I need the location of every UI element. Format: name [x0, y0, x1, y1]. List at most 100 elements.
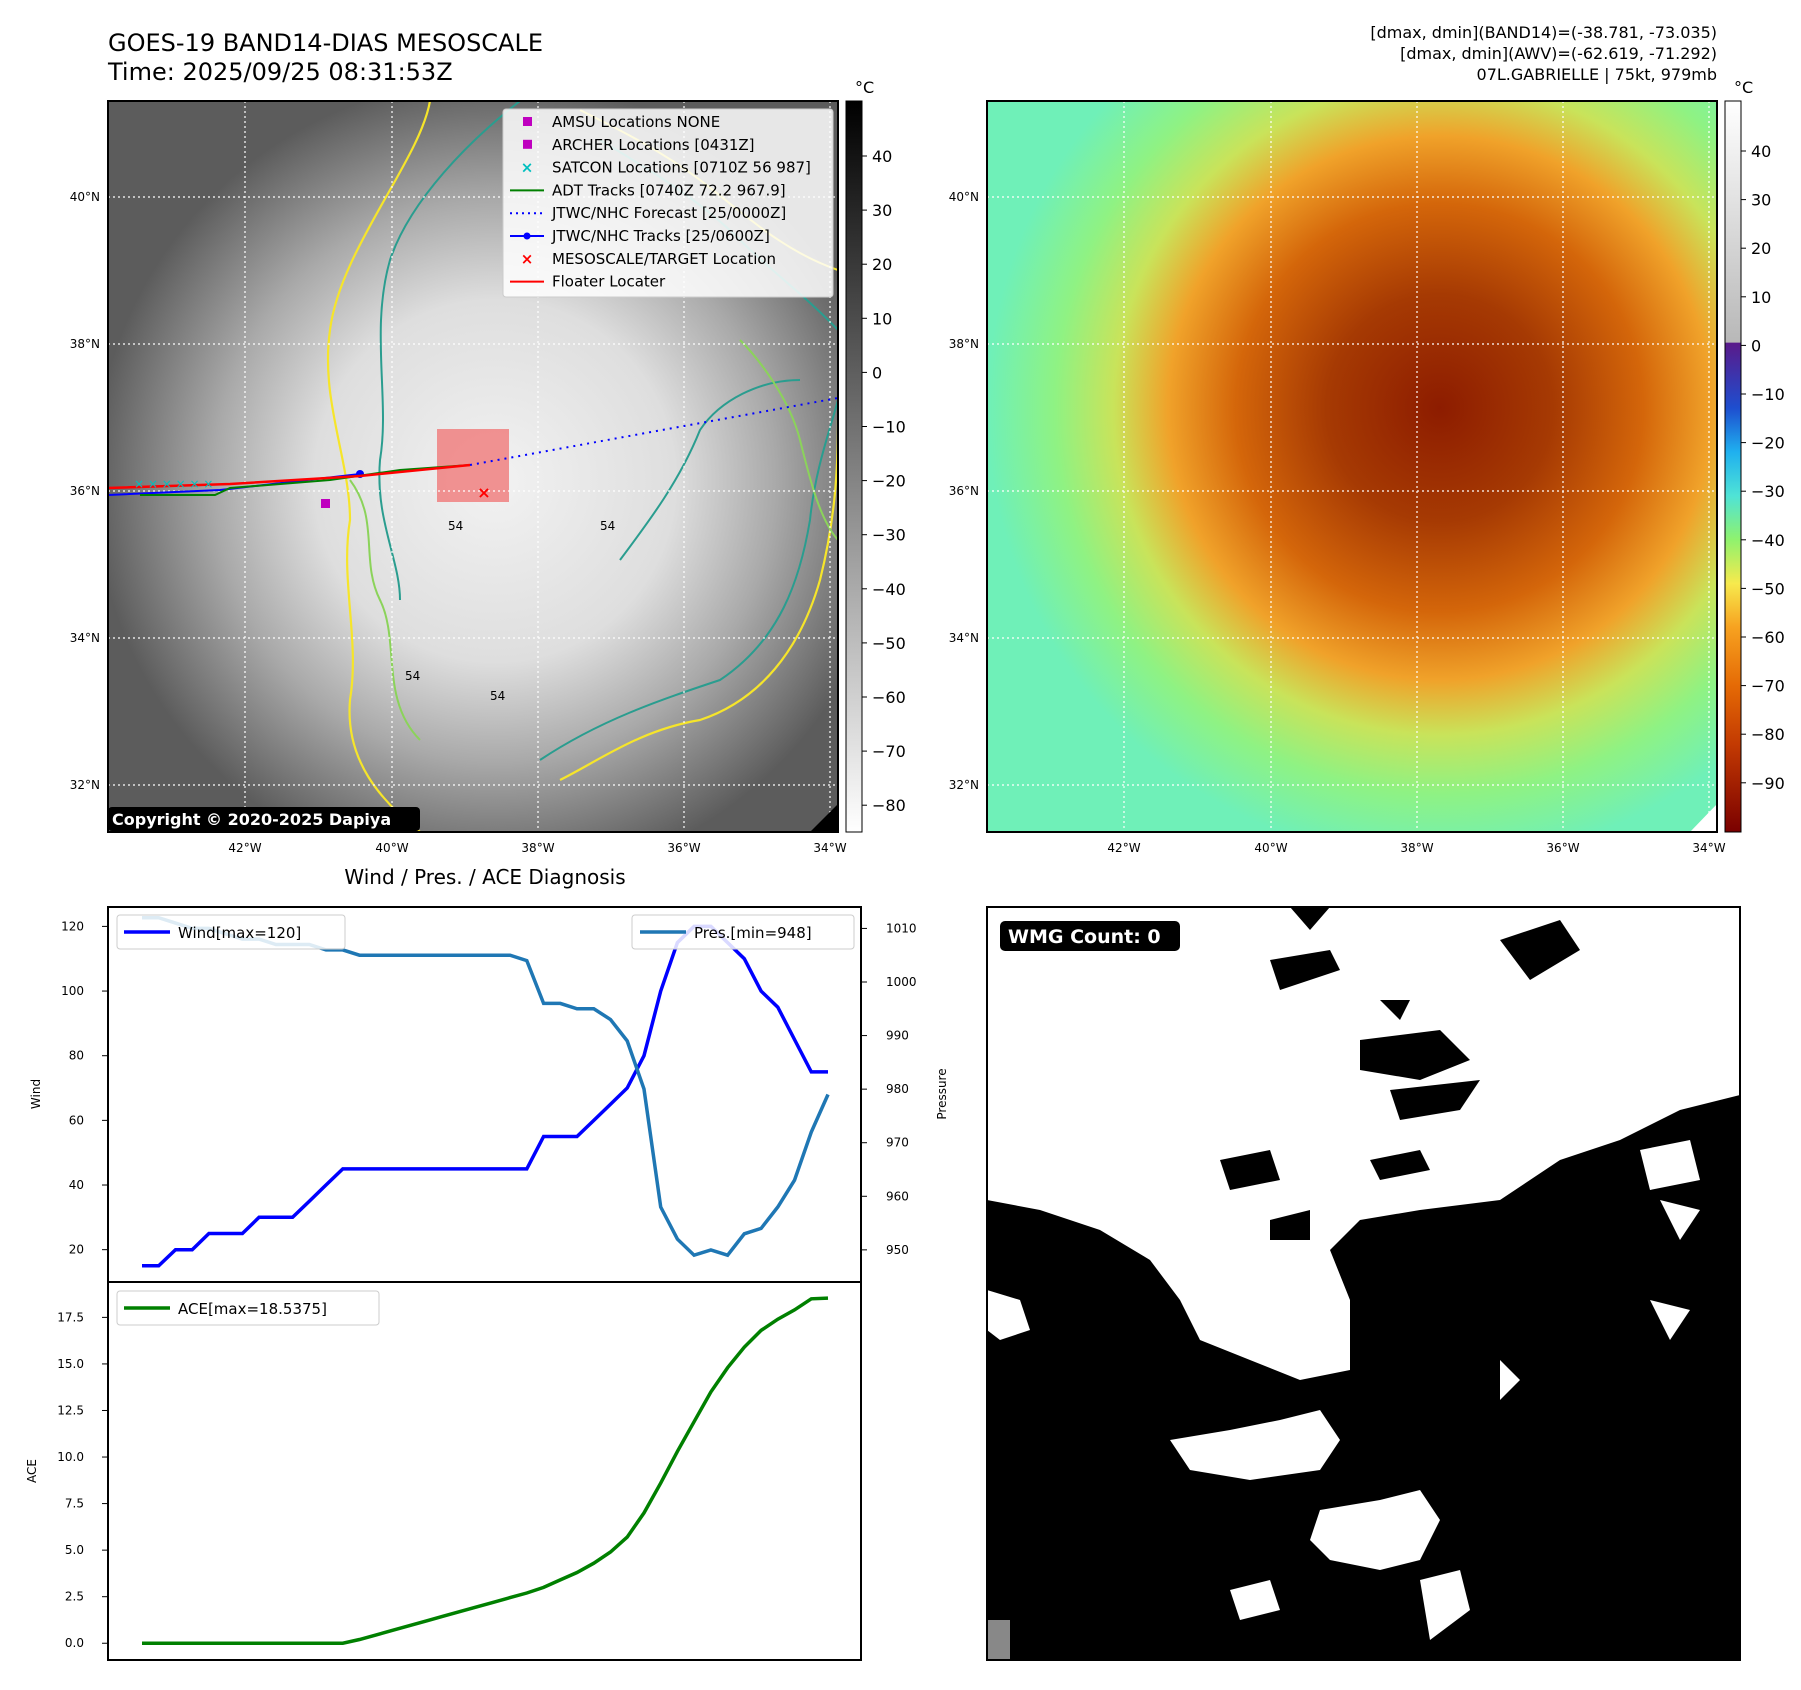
lon-label: 38°W	[1400, 841, 1433, 855]
lon-label: 40°W	[375, 841, 408, 855]
y-tick-label: 120	[61, 919, 84, 933]
y-tick-label: 5.0	[65, 1543, 84, 1557]
legend-box	[116, 1290, 380, 1326]
chart-frame	[107, 906, 862, 1283]
info-line3: 07L.GABRIELLE | 75kt, 979mb	[1477, 65, 1717, 84]
lat-label: 36°N	[949, 484, 979, 498]
legend-marker	[523, 117, 532, 126]
colorbar-tick-label: 30	[872, 201, 892, 220]
pressure-legend: Pres.[min=948]	[631, 914, 855, 950]
figure-title-line1: GOES-19 BAND14-DIAS MESOSCALE	[108, 29, 543, 57]
lon-label: 40°W	[1254, 841, 1287, 855]
y2-tick-label: 970	[886, 1136, 909, 1150]
colorbar-tick-label: −10	[872, 418, 906, 437]
adt-track-line	[140, 464, 471, 496]
wv-frame	[986, 100, 1718, 833]
wmg-count-text: WMG Count: 0	[1008, 926, 1161, 948]
legend-box	[502, 108, 834, 298]
colorbar-tick-label: −90	[1751, 774, 1785, 793]
legend-marker-dot	[523, 232, 531, 240]
ace-axis-label: ACE	[25, 1459, 39, 1483]
pressure-axis-label: Pressure	[935, 1068, 949, 1119]
legend-label: JTWC/NHC Forecast [25/0000Z]	[551, 204, 786, 222]
colorbar-tick-label: −70	[872, 742, 906, 761]
legend-label: ARCHER Locations [0431Z]	[552, 136, 755, 154]
legend-item: AMSU Locations NONE	[523, 113, 720, 131]
colorbar-tick-label: 10	[872, 309, 892, 328]
legend-marker: ×	[521, 159, 534, 177]
legend-label: JTWC/NHC Tracks [25/0600Z]	[551, 227, 770, 245]
wind-pressure-chart: 20 40 60 80 100 120 950 960 970 980 990 1000 1010 Wi…	[29, 906, 949, 1283]
lat-label: 32°N	[949, 778, 979, 792]
ir-colorbar: °C 40 30 20 10 0 −10 −20 −30 −40 −50 −60 −70 −80	[845, 78, 906, 833]
colorbar-ramp	[1724, 100, 1742, 833]
y-tick-label: 15.0	[57, 1357, 84, 1371]
y-tick-label: 60	[69, 1113, 84, 1127]
colorbar-tick-label: −70	[1751, 677, 1785, 696]
lat-label: 40°N	[949, 190, 979, 204]
wmg-panel: WMG Count: 0	[986, 906, 1741, 1661]
colorbar-unit: °C	[1734, 78, 1753, 97]
legend-label: Floater Locater	[552, 273, 666, 291]
wv-colorbar: °C 40 30 20 10 0 −10 −20 −30 −40 −50 −60 −70 −80 −90	[1724, 78, 1785, 833]
legend-label: AMSU Locations NONE	[552, 113, 720, 131]
colorbar-tick-label: 20	[1751, 239, 1771, 258]
ace-series-line	[142, 1296, 829, 1645]
contour-label: 54	[448, 519, 463, 533]
lat-label: 36°N	[70, 484, 100, 498]
archer-location-marker	[321, 499, 330, 508]
figure-title-line2: Time: 2025/09/25 08:31:53Z	[107, 58, 453, 86]
legend-item: JTWC/NHC Tracks [25/0600Z]	[510, 227, 770, 245]
floater-track-line	[107, 463, 471, 490]
lat-label: 38°N	[70, 337, 100, 351]
ir-lon-labels: 42°W 40°W 38°W 36°W 34°W	[228, 841, 846, 855]
colorbar-tick-label: −80	[872, 796, 906, 815]
wind-legend-label: Wind[max=120]	[178, 924, 301, 942]
wv-gridlines	[987, 101, 1717, 832]
y-tick-label: 2.5	[65, 1590, 84, 1604]
lon-label: 36°W	[667, 841, 700, 855]
colorbar-tick-label: −50	[872, 634, 906, 653]
wmg-mask	[987, 907, 1740, 1660]
lat-label: 40°N	[70, 190, 100, 204]
colorbar-tick-label: −20	[872, 472, 906, 491]
lon-label: 34°W	[1692, 841, 1725, 855]
lat-label: 34°N	[949, 631, 979, 645]
colorbar-tick-label: −60	[872, 688, 906, 707]
y-tick-label: 100	[61, 984, 84, 998]
colorbar-tick-label: 40	[872, 147, 892, 166]
colorbar-ramp	[845, 100, 863, 833]
colorbar-tick-label: −40	[1751, 531, 1785, 550]
map-corner-nodata	[810, 804, 838, 832]
legend-box	[116, 914, 346, 950]
info-line2: [dmax, dmin](AWV)=(-62.619, -71.292)	[1400, 44, 1717, 63]
wv-background	[987, 101, 1717, 832]
legend-label: ADT Tracks [0740Z 72.2 967.9]	[552, 181, 786, 199]
lon-label: 42°W	[1107, 841, 1140, 855]
y2-tick-label: 990	[886, 1029, 909, 1043]
lon-label: 34°W	[813, 841, 846, 855]
lon-label: 36°W	[1546, 841, 1579, 855]
ace-chart: 0.0 2.5 5.0 7.5 10.0 12.5 15.0 17.5 ACE[max=18.…	[25, 1281, 862, 1661]
contour-label: 54	[490, 689, 505, 703]
colorbar-tick-label: −60	[1751, 628, 1785, 647]
wv-lat-labels: 40°N 38°N 36°N 34°N 32°N	[949, 190, 979, 792]
legend-label: SATCON Locations [0710Z 56 987]	[552, 159, 811, 177]
ace-legend-label: ACE[max=18.5375]	[178, 1300, 327, 1318]
chart-title: Wind / Pres. / ACE Diagnosis	[344, 865, 625, 889]
y-tick-label: 7.5	[65, 1497, 84, 1511]
wind-axis-label: Wind	[29, 1079, 43, 1109]
y-tick-label: 17.5	[57, 1310, 84, 1324]
copyright-text: Copyright © 2020-2025 Dapiya	[112, 810, 391, 829]
target-location-marker: ×	[477, 483, 490, 502]
legend-label: MESOSCALE/TARGET Location	[552, 250, 776, 268]
y2-tick-label: 960	[886, 1189, 909, 1203]
y2-tick-label: 1000	[886, 975, 917, 989]
contour-label: 54	[600, 519, 615, 533]
ir-map-panel: 54 54 54 54 × × × × × × × AMSU Locations…	[70, 100, 847, 855]
contour-label: 54	[405, 669, 420, 683]
y2-tick-label: 980	[886, 1082, 909, 1096]
colorbar-tick-label: 0	[1751, 336, 1761, 355]
colorbar-tick-label: 40	[1751, 142, 1771, 161]
